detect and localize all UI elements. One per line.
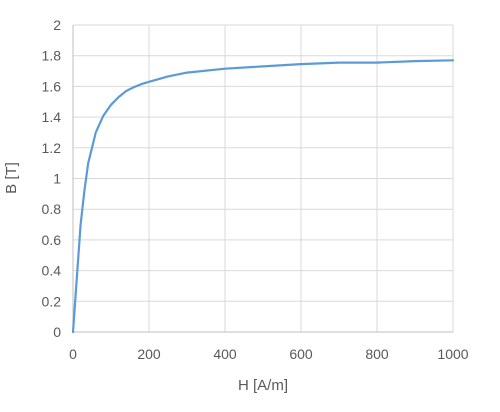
y-tick-label: 0.2 bbox=[42, 293, 62, 309]
axes bbox=[72, 25, 453, 333]
y-tick-label: 0.8 bbox=[42, 201, 62, 217]
x-tick-label: 800 bbox=[365, 346, 389, 362]
grid bbox=[73, 24, 454, 332]
y-tick-label: 1.2 bbox=[42, 140, 62, 156]
y-tick-label: 1 bbox=[53, 171, 61, 187]
y-tick-label: 0.6 bbox=[42, 232, 62, 248]
x-axis-title: H [A/m] bbox=[238, 377, 288, 394]
x-tick-label: 400 bbox=[213, 346, 237, 362]
y-tick-label: 1.4 bbox=[42, 109, 62, 125]
y-tick-label: 1.6 bbox=[42, 78, 62, 94]
y-tick-label: 1.8 bbox=[42, 48, 62, 64]
series bbox=[71, 59, 455, 334]
y-tick-label: 0.4 bbox=[42, 263, 62, 279]
y-axis-title: B [T] bbox=[3, 162, 20, 194]
y-tick-label: 0 bbox=[53, 324, 61, 340]
x-tick-label: 600 bbox=[289, 346, 313, 362]
x-tick-label: 1000 bbox=[437, 346, 468, 362]
x-tick-label: 0 bbox=[69, 346, 77, 362]
y-tick-label: 2 bbox=[53, 17, 61, 33]
tick-labels: 0 0.2 0.4 0.6 0.8 1 1.2 1.4 1.6 1.8 2 0 200 400 600 800… bbox=[42, 17, 469, 362]
x-tick-label: 200 bbox=[137, 346, 161, 362]
bh-curve-line bbox=[71, 59, 455, 334]
